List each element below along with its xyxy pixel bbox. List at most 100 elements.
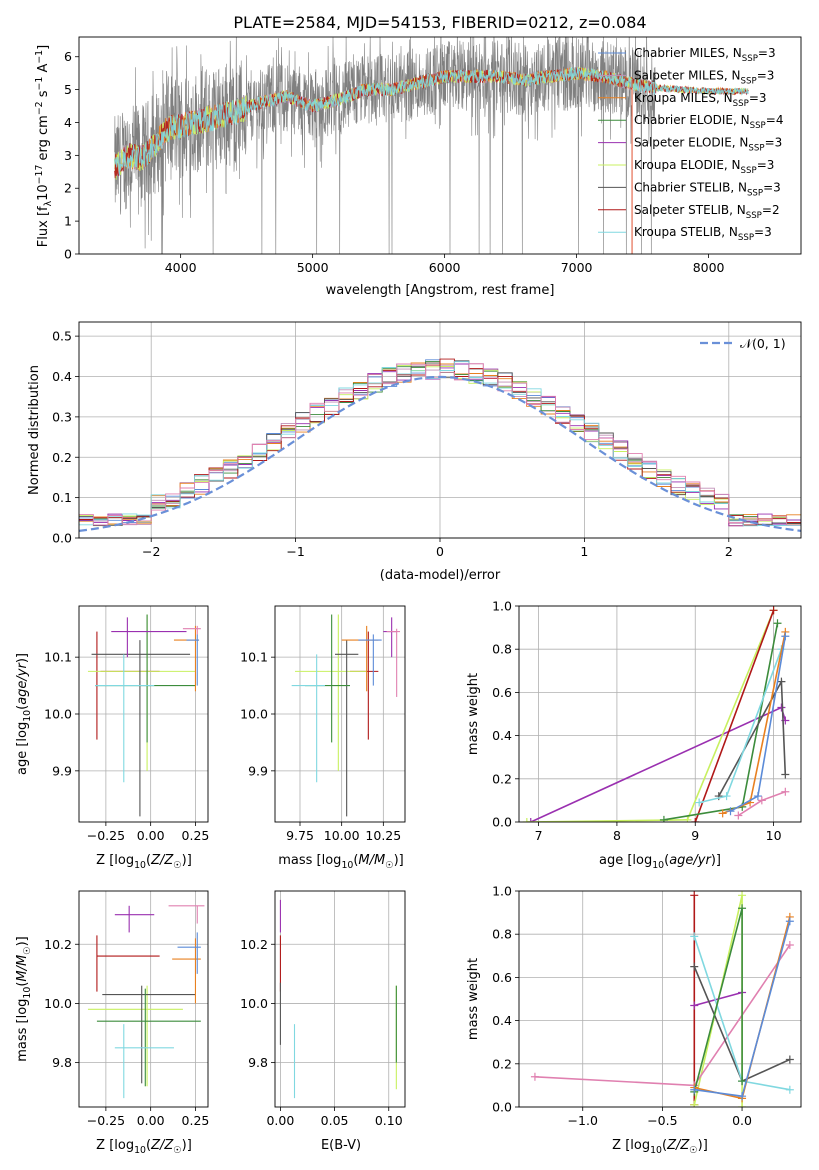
legend-entry: Salpeter STELIB, NSSP=2 — [634, 203, 780, 221]
x-tick-label: 0.00 — [137, 1113, 165, 1128]
axes-weight-vs-Z: −1.0 −0.5 0.0 0.0 0.2 0.4 0.6 0.8 1.0 Z [log10(Z/… — [466, 884, 802, 1156]
x-axis-label: wavelength [Angstrom, rest frame] — [326, 283, 555, 298]
x-tick-label: 7 — [535, 828, 543, 843]
weight-marker — [773, 619, 782, 628]
legend-entry: Chabrier STELIB, NSSP=3 — [634, 180, 781, 198]
y-tick-label: 10.0 — [44, 996, 72, 1011]
x-axis-label: age [log10(age/yr)] — [599, 853, 721, 871]
weight-marker — [785, 1055, 794, 1064]
errorbar-point — [96, 935, 160, 992]
observed-spectrum-line — [114, 37, 656, 254]
x-tick-label: 4000 — [165, 260, 197, 275]
axes-frame — [78, 605, 209, 823]
weight-marker — [734, 811, 743, 820]
legend: 𝒩(0, 1) — [700, 336, 786, 351]
figure-title: PLATE=2584, MJD=54153, FIBERID=0212, z=0… — [233, 13, 646, 32]
errorbar-point — [102, 985, 196, 1084]
x-axis-label: Z [log10(Z/Z☉)] — [96, 853, 192, 871]
y-tick-label: 0.1 — [52, 490, 72, 505]
axes-frame — [78, 36, 802, 255]
errorbar-point — [177, 932, 201, 974]
errorbar-point — [350, 631, 379, 740]
errorbar-point — [114, 905, 155, 933]
x-tick-label: 6000 — [429, 260, 461, 275]
legend-entry: Chabrier ELODIE, NSSP=4 — [634, 113, 783, 131]
x-tick-label: 0.25 — [182, 828, 210, 843]
weight-marker — [738, 1092, 747, 1101]
y-tick-label: 0.8 — [492, 927, 512, 942]
errorbar-point — [182, 625, 201, 635]
x-tick-label: 10 — [766, 828, 782, 843]
weight-marker — [785, 917, 794, 926]
axes-weight-vs-age: 7 8 9 10 0.0 0.2 0.4 0.6 0.8 1.0 age [log10(age/yr… — [466, 599, 802, 871]
y-tick-label: 1.0 — [492, 884, 512, 899]
x-tick-label: 0.0 — [732, 1113, 752, 1128]
x-tick-label: 10.25 — [365, 828, 401, 843]
weight-marker — [530, 1072, 539, 1081]
errorbar-point — [305, 614, 350, 743]
y-tick-label: 10.1 — [240, 650, 268, 665]
weight-marker — [753, 792, 762, 801]
model-spectrum-line — [114, 67, 749, 176]
x-tick-label: 2 — [725, 544, 733, 559]
axes-age-vs-Z: −0.25 0.00 0.25 9.9 10.0 10.1 Z [log10(Z/Z☉)] a… — [15, 605, 210, 871]
y-tick-label: 1.0 — [492, 599, 512, 614]
errorbar-point — [172, 938, 201, 1004]
legend-entry: Salpeter MILES, NSSP=3 — [634, 68, 774, 86]
errorbar-point — [95, 614, 196, 743]
legend-entry: Salpeter ELODIE, NSSP=3 — [634, 136, 782, 154]
errorbar-point — [386, 628, 400, 697]
y-tick-label: 0.6 — [492, 970, 512, 985]
y-tick-label: 9.9 — [248, 763, 268, 778]
x-tick-label: 0.25 — [182, 1113, 210, 1128]
y-tick-label: 10.1 — [44, 650, 72, 665]
errorbar-point — [114, 1024, 174, 1099]
axes-frame — [78, 321, 802, 539]
errorbar-point — [111, 617, 187, 658]
plot-area — [279, 899, 397, 1099]
plot-area — [114, 37, 749, 254]
weight-marker — [781, 787, 790, 796]
legend-entry: Kroupa STELIB, NSSP=3 — [634, 225, 772, 243]
weight-marker — [726, 807, 735, 816]
weight-line — [526, 609, 775, 822]
y-tick-label: 9.8 — [248, 1055, 268, 1070]
plot-area — [291, 614, 400, 817]
weight-marker — [526, 818, 535, 822]
legend-entry: Chabrier MILES, NSSP=3 — [634, 46, 776, 64]
weight-marker — [777, 677, 786, 686]
weight-marker — [718, 809, 727, 818]
y-tick-label: 10.2 — [44, 937, 72, 952]
x-tick-label: 7000 — [561, 260, 593, 275]
weight-marker — [769, 606, 778, 615]
axes-mass-vs-EBV: 0.00 0.05 0.10 9.8 10.0 10.2 E(B-V) — [240, 890, 406, 1153]
weight-marker — [738, 904, 747, 913]
x-tick-label: 0 — [436, 544, 444, 559]
legend-entry: Kroupa ELODIE, NSSP=3 — [634, 158, 774, 176]
errorbar-point — [358, 634, 382, 686]
y-tick-label: 10.0 — [44, 707, 72, 722]
y-tick-label: 0.0 — [492, 1100, 512, 1115]
y-axis-label: Normed distribution — [27, 365, 42, 495]
x-tick-label: −0.25 — [87, 1113, 125, 1128]
y-tick-label: 9.8 — [52, 1055, 72, 1070]
y-tick-label: 0.0 — [52, 531, 72, 546]
x-tick-label: 8 — [613, 828, 621, 843]
weight-marker — [690, 1085, 699, 1094]
weight-marker — [738, 891, 747, 900]
x-tick-label: 0.00 — [266, 1113, 294, 1128]
errorbar-point — [173, 625, 200, 692]
legend-entry: 𝒩(0, 1) — [740, 336, 786, 351]
weight-marker — [690, 932, 699, 941]
axes-frame — [274, 890, 406, 1108]
x-tick-label: 9.75 — [286, 828, 314, 843]
weight-marker — [722, 792, 731, 801]
x-tick-label: −1.0 — [568, 1113, 598, 1128]
y-tick-label: 0.8 — [492, 642, 512, 657]
y-tick-label: 0.3 — [52, 409, 72, 424]
x-tick-label: 10.00 — [324, 828, 360, 843]
y-tick-label: 0.6 — [492, 685, 512, 700]
errorbar-point — [383, 617, 397, 658]
y-tick-label: 0.5 — [52, 329, 72, 344]
